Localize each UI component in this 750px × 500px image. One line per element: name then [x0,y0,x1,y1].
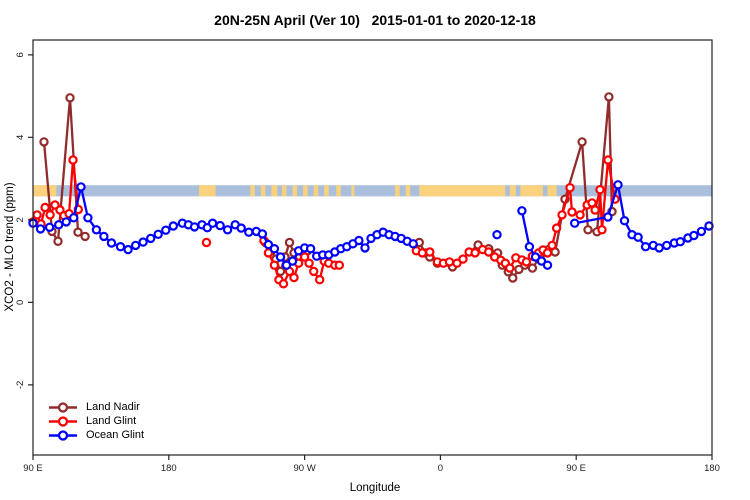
legend-item-land-nadir: Land Nadir [48,400,144,414]
svg-text:90 W: 90 W [294,463,316,474]
legend: Land Nadir Land Glint Ocean Glint [48,400,144,442]
svg-text:0: 0 [438,463,443,474]
legend-label: Land Glint [86,415,137,427]
svg-text:-2: -2 [15,381,26,389]
legend-label: Ocean Glint [86,429,145,441]
svg-text:180: 180 [704,463,720,474]
chart-title: 20N-25N April (Ver 10) 2015-01-01 to 202… [214,12,536,28]
legend-item-ocean-glint: Ocean Glint [48,428,144,442]
line-circle-marker-icon [49,401,77,413]
svg-text:2: 2 [15,217,26,222]
svg-text:4: 4 [15,135,26,140]
legend-label: Land Nadir [86,401,140,413]
line-circle-marker-icon [49,429,77,441]
svg-text:90 E: 90 E [23,463,43,474]
x-axis-label: Longitude [349,482,401,494]
plot-border [32,39,713,456]
svg-text:180: 180 [161,463,177,474]
line-circle-marker-icon [49,415,77,427]
svg-text:90 E: 90 E [566,463,586,474]
svg-text:6: 6 [15,52,26,57]
longitude-surface-band [33,185,712,197]
x-axis-ticks: 90 E 180 90 W 0 90 E 180 [23,455,720,474]
svg-text:0: 0 [15,300,26,305]
series-ocean-glint [28,180,714,270]
y-axis-ticks: 6 4 2 0 -2 [15,52,33,389]
legend-item-land-glint: Land Glint [48,414,144,428]
